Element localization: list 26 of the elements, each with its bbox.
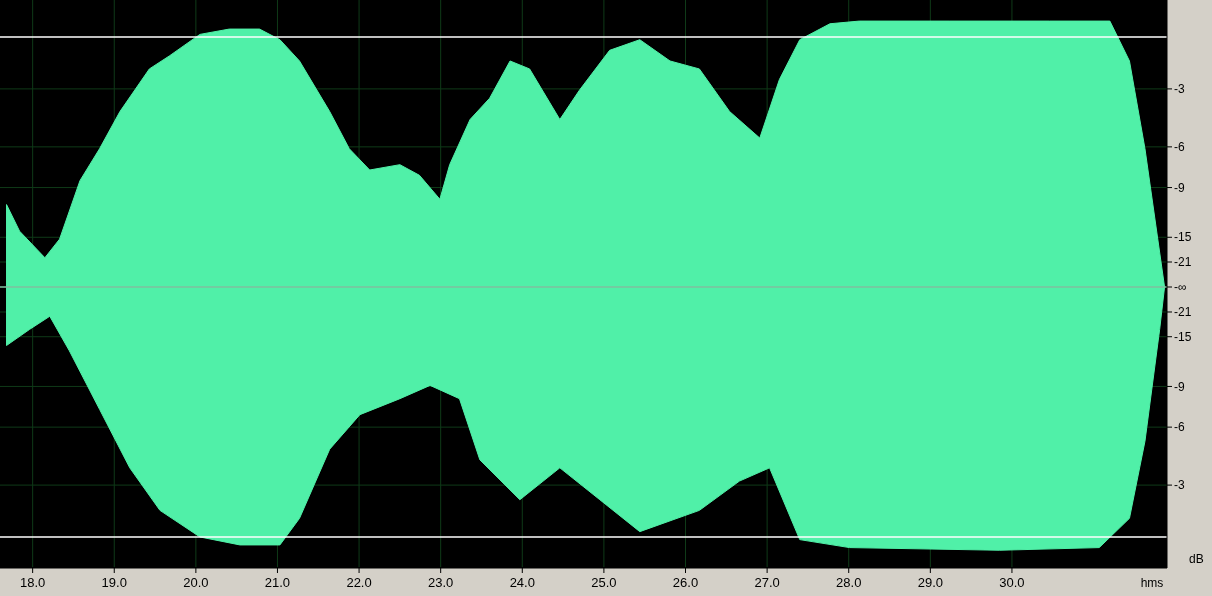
text: -∞	[1174, 280, 1187, 295]
text: -21	[1174, 305, 1192, 320]
x-tick-label: 27.0	[754, 575, 780, 590]
x-tick-label: 26.0	[672, 575, 699, 590]
x-tick-label: 23.0	[428, 575, 454, 590]
x-axis-title: hms	[1140, 576, 1164, 590]
x-tick-label: 24.0	[509, 575, 535, 590]
y-axis-title: dB	[1189, 552, 1204, 566]
text: -9	[1174, 180, 1185, 195]
x-tick-label: 22.0	[346, 575, 372, 590]
x-tick-label: 28.0	[836, 575, 862, 590]
text: -6	[1174, 140, 1185, 155]
text: -21	[1174, 255, 1192, 270]
text: -9	[1174, 379, 1185, 394]
x-tick-label: 25.0	[591, 575, 617, 590]
x-tick-label: 18.0	[19, 575, 46, 590]
text: -15	[1174, 329, 1192, 344]
text: -6	[1174, 420, 1185, 435]
text: -3	[1174, 82, 1185, 97]
text: -3	[1174, 478, 1185, 493]
x-tick-label: 20.0	[183, 575, 209, 590]
x-tick-label: 30.0	[999, 575, 1025, 590]
text: -15	[1174, 230, 1192, 245]
x-tick-label: 29.0	[917, 575, 943, 590]
x-tick-label: 19.0	[101, 575, 127, 590]
x-tick-label: 21.0	[264, 575, 291, 590]
